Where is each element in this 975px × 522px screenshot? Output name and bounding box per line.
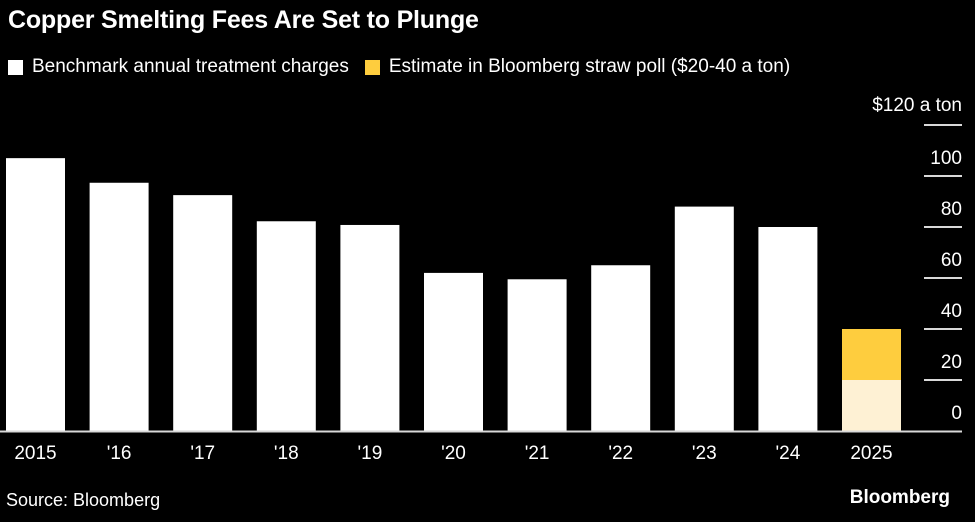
bar-estimate-range: [842, 329, 901, 380]
legend-swatch-estimate: [364, 59, 380, 75]
y-tick-label: 40: [941, 301, 962, 322]
bar-benchmark: [340, 224, 400, 431]
bar-benchmark: [674, 206, 734, 431]
legend-label-estimate: Estimate in Bloomberg straw poll ($20-40…: [388, 56, 791, 77]
bar-benchmark: [424, 272, 483, 431]
x-tick-label: '16: [107, 443, 132, 464]
legend: Benchmark annual treatment charges Estim…: [8, 56, 806, 78]
bar-benchmark: [591, 265, 651, 431]
x-tick-label: 2025: [850, 443, 892, 464]
bar-benchmark: [89, 182, 149, 431]
bar-estimate-base: [842, 380, 901, 431]
x-tick-label: '17: [190, 443, 215, 464]
legend-item-benchmark: Benchmark annual treatment charges: [8, 56, 349, 78]
y-tick-label: 20: [941, 352, 962, 373]
source-note: Source: Bloomberg: [6, 490, 161, 510]
y-tick-label: 60: [941, 250, 962, 271]
bar-benchmark: [173, 195, 233, 431]
bar-benchmark: [256, 221, 316, 431]
y-tick-label: $120 a ton: [872, 95, 962, 116]
chart-title: Copper Smelting Fees Are Set to Plunge: [8, 6, 479, 34]
x-tick-label: 2015: [14, 443, 56, 464]
x-tick-label: '18: [274, 443, 299, 464]
x-tick-label: '23: [692, 443, 717, 464]
y-tick-label: 100: [930, 148, 962, 169]
y-tick-label: 0: [951, 403, 962, 424]
x-tick-label: '20: [441, 443, 466, 464]
x-tick-label: '22: [608, 443, 633, 464]
x-tick-label: '21: [525, 443, 550, 464]
legend-label-benchmark: Benchmark annual treatment charges: [32, 56, 349, 77]
bar-benchmark: [6, 158, 65, 431]
bloomberg-logo: Bloomberg: [849, 487, 950, 508]
legend-item-estimate: Estimate in Bloomberg straw poll ($20-40…: [364, 56, 791, 78]
x-tick-label: '19: [358, 443, 383, 464]
x-tick-label: '24: [776, 443, 801, 464]
legend-swatch-benchmark: [8, 59, 23, 75]
bar-benchmark: [758, 227, 818, 431]
y-tick-label: 80: [941, 199, 962, 220]
bar-benchmark: [507, 279, 567, 431]
